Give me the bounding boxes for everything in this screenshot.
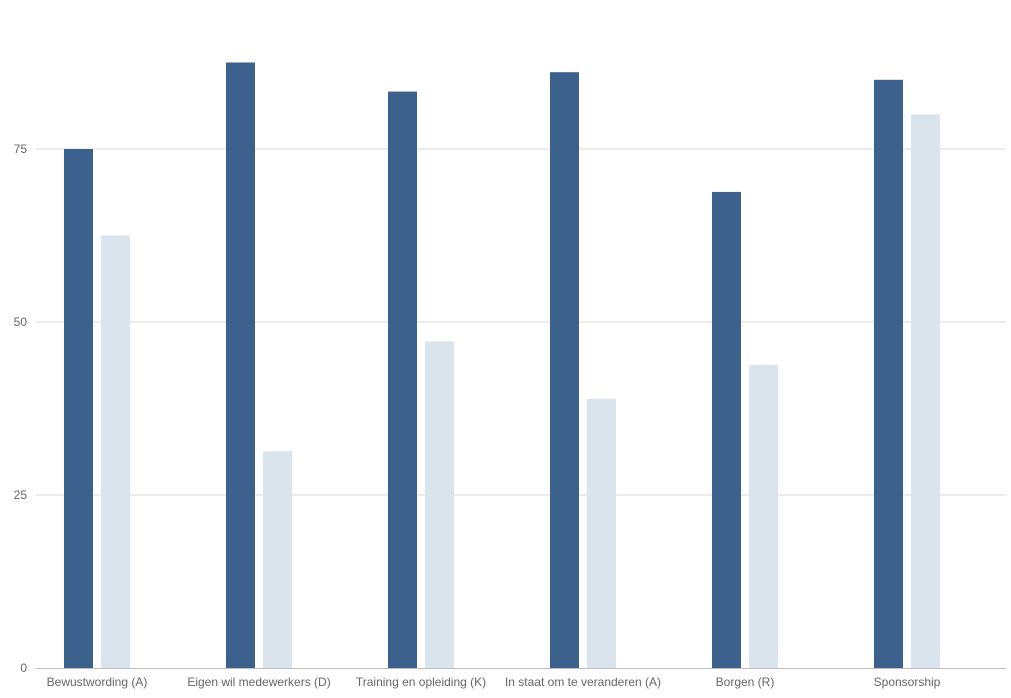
x-category-label: Sponsorship (874, 675, 941, 689)
y-axis-tick-labels: 0 25 50 75 (14, 142, 28, 675)
y-tick-label: 25 (14, 488, 28, 502)
bar-series-1-6 (874, 79, 903, 669)
bar-series-1-5 (712, 191, 741, 669)
bar-series-2-2 (263, 451, 292, 668)
y-tick-label: 50 (14, 315, 28, 329)
x-category-label: Bewustwording (A) (47, 675, 148, 689)
x-axis-category-labels: Bewustwording (A) Eigen wil medewerkers (… (47, 675, 941, 689)
bar-series-1-1 (64, 149, 93, 668)
bar-series-1-3 (388, 91, 417, 668)
bar-series-2-4 (587, 398, 616, 668)
x-category-label: Borgen (R) (716, 675, 775, 689)
bar-series-2-3 (425, 341, 454, 668)
bars (64, 62, 940, 669)
x-category-label: Eigen wil medewerkers (D) (187, 675, 330, 689)
y-tick-label: 75 (14, 142, 28, 156)
bar-series-2-6 (911, 114, 940, 668)
bar-series-2-1 (101, 235, 130, 668)
bar-series-2-5 (749, 364, 778, 668)
gridlines (36, 148, 1006, 496)
bar-series-1-4 (550, 72, 579, 669)
y-tick-label: 0 (20, 661, 27, 675)
x-category-label: Training en opleiding (K) (356, 675, 486, 689)
bar-series-1-2 (226, 62, 255, 668)
x-category-label: In staat om te veranderen (A) (505, 675, 661, 689)
